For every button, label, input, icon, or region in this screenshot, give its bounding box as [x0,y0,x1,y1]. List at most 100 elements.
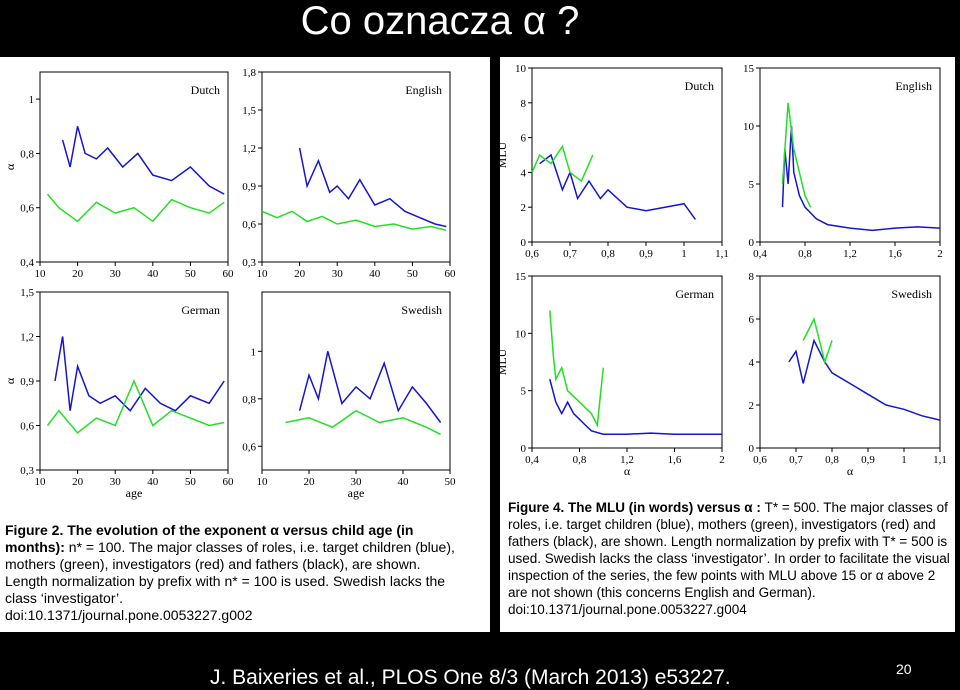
x-tick-label: 20 [72,476,84,488]
x-axis-label: α [847,464,854,478]
x-tick-label: 50 [407,268,419,280]
series-line [54,336,225,412]
y-tick-label: 0 [521,443,527,455]
y-axis-label: α [3,377,17,384]
y-tick-label: 0,3 [242,257,256,269]
figure4-caption: Figure 4. The MLU (in words) versus α : … [508,499,952,618]
x-tick-label: 1,2 [843,248,857,260]
series-line [46,379,225,434]
x-tick-label: 50 [185,268,197,280]
y-tick-label: 6 [749,314,755,326]
series-line [298,147,447,228]
caption-text: n* = 100. The major classes of roles, i.… [5,539,455,606]
x-tick-label: 1 [681,248,687,260]
panel-label: Dutch [685,79,714,93]
x-tick-label: 0,6 [525,248,539,260]
series-line [298,351,442,423]
y-tick-label: 6 [521,133,527,145]
x-tick-label: 0,6 [753,454,767,466]
y-axis-label: α [3,163,17,170]
panel-label: English [405,83,442,97]
page-number: 20 [896,661,912,677]
y-tick-label: 1,2 [242,143,256,155]
y-tick-label: 0,9 [20,376,34,388]
x-tick-label: 0,8 [798,248,812,260]
x-tick-label: 10 [257,268,269,280]
x-tick-label: 10 [35,476,47,488]
series-line [788,338,941,421]
x-axis-label: α [624,464,631,478]
y-tick-label: 4 [521,167,527,179]
y-tick-label: 0,6 [242,441,256,453]
series-line [531,144,594,183]
y-tick-label: 5 [521,386,527,398]
y-tick-label: 4 [749,357,755,369]
figure2-bg [0,57,490,632]
series-line [549,379,722,435]
figure4-bg [500,57,955,632]
x-tick-label: 40 [147,268,159,280]
y-tick-label: 2 [749,400,755,412]
series-line [539,153,697,220]
x-tick-label: 0,9 [639,248,653,260]
series-line [261,210,447,232]
x-tick-label: 2 [937,248,943,260]
slide-title: Co oznacza α ? [301,0,580,43]
y-tick-label: 1 [29,94,35,106]
caption-bold: Figure 4. The MLU (in words) versus α : [508,500,761,515]
y-tick-label: 8 [521,98,527,110]
x-tick-label: 20 [294,268,306,280]
y-axis-label: MLU [495,141,509,168]
x-tick-label: 0,8 [825,454,839,466]
y-tick-label: 10 [515,328,527,340]
x-tick-label: 10 [257,476,269,488]
series-line [781,125,941,232]
y-tick-label: 0,6 [20,421,34,433]
x-tick-label: 0,4 [525,454,539,466]
x-tick-label: 30 [351,476,363,488]
series-line [285,409,441,436]
x-tick-label: 40 [369,268,381,280]
panel-label: German [181,303,220,317]
y-tick-label: 0,9 [242,181,256,193]
y-tick-label: 5 [749,179,755,191]
x-tick-label: 0,8 [573,454,587,466]
x-tick-label: 30 [110,476,122,488]
y-tick-label: 15 [743,63,755,75]
figure2-caption: Figure 2. The evolution of the exponent … [5,522,467,624]
x-tick-label: 60 [223,476,235,488]
x-tick-label: 30 [110,268,122,280]
y-tick-label: 10 [515,63,527,75]
x-tick-label: 20 [72,268,84,280]
series-line [549,310,605,428]
x-tick-label: 10 [35,268,47,280]
series-line [46,193,225,223]
x-tick-label: 60 [223,268,235,280]
y-tick-label: 0 [521,237,527,249]
y-tick-label: 8 [749,271,755,283]
series-line [781,102,812,208]
panel-label: Swedish [401,303,442,317]
y-tick-label: 1,5 [20,287,34,299]
x-tick-label: 0,7 [789,454,803,466]
y-tick-label: 1,8 [242,67,256,79]
x-tick-label: 1,2 [620,454,634,466]
x-axis-label: age [348,486,365,500]
y-tick-label: 0,8 [20,148,34,160]
series-line [802,316,833,365]
x-tick-label: 1,1 [715,248,729,260]
series-line [61,126,225,195]
panel-label: English [895,79,932,93]
panel-label: German [675,287,714,301]
panel-label: Dutch [191,83,220,97]
x-tick-label: 1,6 [668,454,682,466]
y-tick-label: 15 [515,271,527,283]
x-tick-label: 50 [185,476,197,488]
y-tick-label: 1,2 [20,332,34,344]
x-tick-label: 1 [901,454,907,466]
x-tick-label: 40 [147,476,159,488]
x-tick-label: 60 [445,268,457,280]
y-tick-label: 1,5 [242,105,256,117]
y-tick-label: 0,8 [242,394,256,406]
